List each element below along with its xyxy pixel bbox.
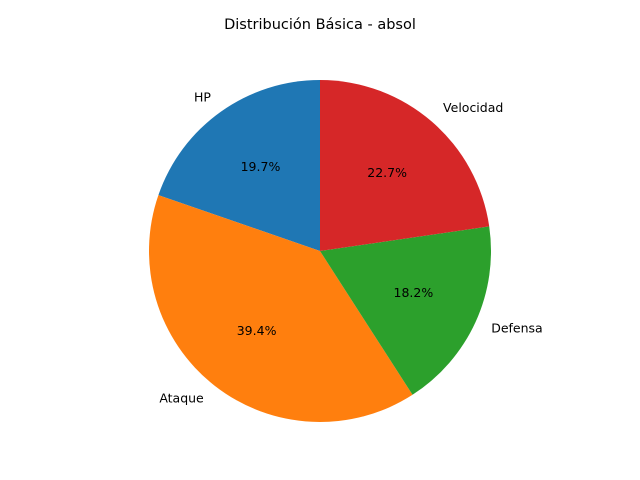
percent-label-defensa: 18.2% (394, 285, 434, 300)
pie-slices (148, 80, 491, 423)
pie-slice-velocidad (320, 80, 490, 251)
percent-label-ataque: 39.4% (237, 323, 277, 338)
percent-label-hp: 19.7% (241, 159, 281, 174)
slice-label-velocidad: Velocidad (443, 100, 503, 115)
slice-label-defensa: Defensa (491, 320, 543, 335)
slice-label-ataque: Ataque (159, 390, 204, 405)
percent-label-velocidad: 22.7% (367, 165, 407, 180)
chart-title: Distribución Básica - absol (224, 17, 416, 33)
pie-slice-hp (158, 80, 320, 251)
pie-slice-ataque (148, 195, 413, 423)
slice-label-hp: HP (194, 89, 211, 104)
pie-labels: HP 19.7% Ataque 39.4% Defensa 18.2% Velocidad 2… (159, 89, 542, 405)
pie-slice-defensa (320, 226, 491, 395)
